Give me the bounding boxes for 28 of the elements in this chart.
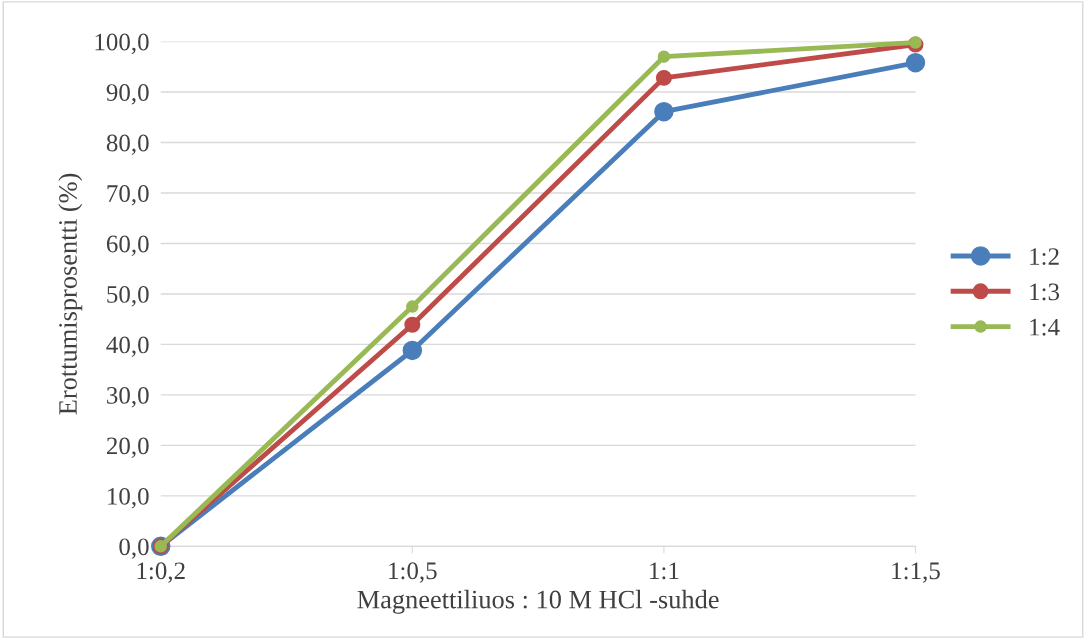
point — [406, 300, 419, 313]
y-tick-label: 10,0 — [108, 487, 149, 509]
point — [655, 69, 672, 86]
y-tick-label: 50,0 — [107, 285, 149, 307]
y-tick-label: 30,0 — [107, 386, 149, 408]
y-tick-label: 0,0 — [119, 538, 149, 559]
y-tick-label: 20,0 — [106, 437, 149, 458]
y-tick-label: 90,0 — [106, 84, 149, 105]
y-tick-label: 70,0 — [107, 185, 149, 206]
y-tick-label: 40,0 — [106, 336, 149, 357]
x-tick-label: 1:0,5 — [389, 562, 437, 583]
y-axis-title: Erottumisprosentti (%) — [58, 173, 83, 415]
point — [404, 316, 421, 333]
y-tick-label: 80,0 — [106, 134, 149, 156]
point — [905, 53, 926, 73]
y-tick-label: 100,0 — [95, 33, 149, 55]
x-tick-label: 1:0,2 — [137, 562, 185, 583]
x-axis-title: Magneettiliuos : 10 M HCl -suhde — [357, 589, 719, 614]
x-tick-label: 1:1,5 — [892, 562, 940, 583]
point — [654, 101, 674, 122]
point — [909, 36, 922, 49]
y-tick-label: 60,0 — [106, 235, 149, 256]
legend-label: 1:2 — [1030, 248, 1059, 266]
x-tick-label: 1:1 — [650, 562, 679, 580]
legend-label: 1:4 — [1030, 318, 1060, 336]
legend-label: 1:3 — [1030, 283, 1060, 301]
point — [402, 340, 423, 361]
point — [657, 50, 671, 63]
